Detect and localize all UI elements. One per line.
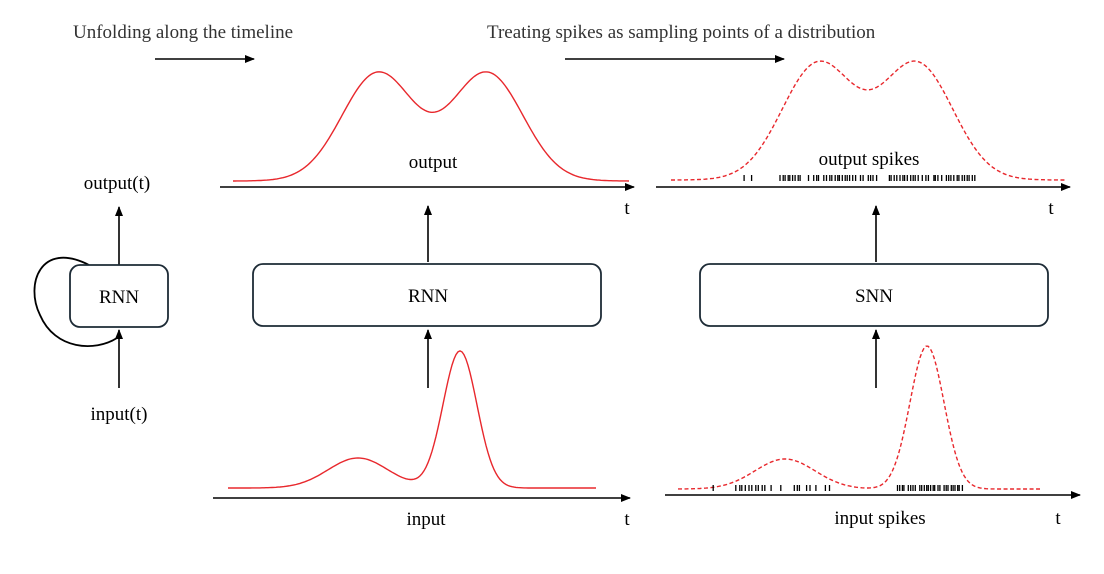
unfolded-rnn: output t RNN input t bbox=[213, 71, 635, 530]
snn-output-time-label: t bbox=[1048, 198, 1054, 219]
snn-panel: output spikes t SNN input spikes t bbox=[656, 60, 1081, 529]
output-spikes-label: output spikes bbox=[819, 149, 920, 170]
input-label: input bbox=[406, 509, 446, 530]
input-spike-curve bbox=[678, 345, 1040, 490]
recurrent-loop bbox=[33, 257, 118, 348]
snn-box-label: SNN bbox=[855, 286, 893, 307]
snn-input-time-label: t bbox=[1055, 508, 1061, 529]
caption-unfold: Unfolding along the timeline bbox=[73, 22, 293, 43]
output-spike-curve bbox=[671, 60, 1065, 181]
output-spike-train bbox=[743, 175, 976, 181]
compact-input-label: input(t) bbox=[91, 404, 148, 425]
compact-rnn-label: RNN bbox=[99, 287, 139, 308]
output-time-label: t bbox=[624, 198, 630, 219]
caption-treat: Treating spikes as sampling points of a … bbox=[487, 22, 876, 43]
output-label: output bbox=[409, 152, 458, 173]
rnn-box bbox=[252, 263, 602, 327]
compact-rnn: output(t) RNN input(t) bbox=[33, 173, 169, 425]
input-spikes-label: input spikes bbox=[834, 508, 925, 529]
rnn-box-label: RNN bbox=[408, 286, 448, 307]
snn-box bbox=[699, 263, 1049, 327]
input-time-label: t bbox=[624, 509, 630, 530]
input-spike-train bbox=[712, 485, 964, 491]
output-curve bbox=[233, 71, 630, 182]
input-curve bbox=[228, 350, 596, 489]
compact-output-label: output(t) bbox=[84, 173, 151, 194]
compact-rnn-box bbox=[69, 264, 169, 328]
